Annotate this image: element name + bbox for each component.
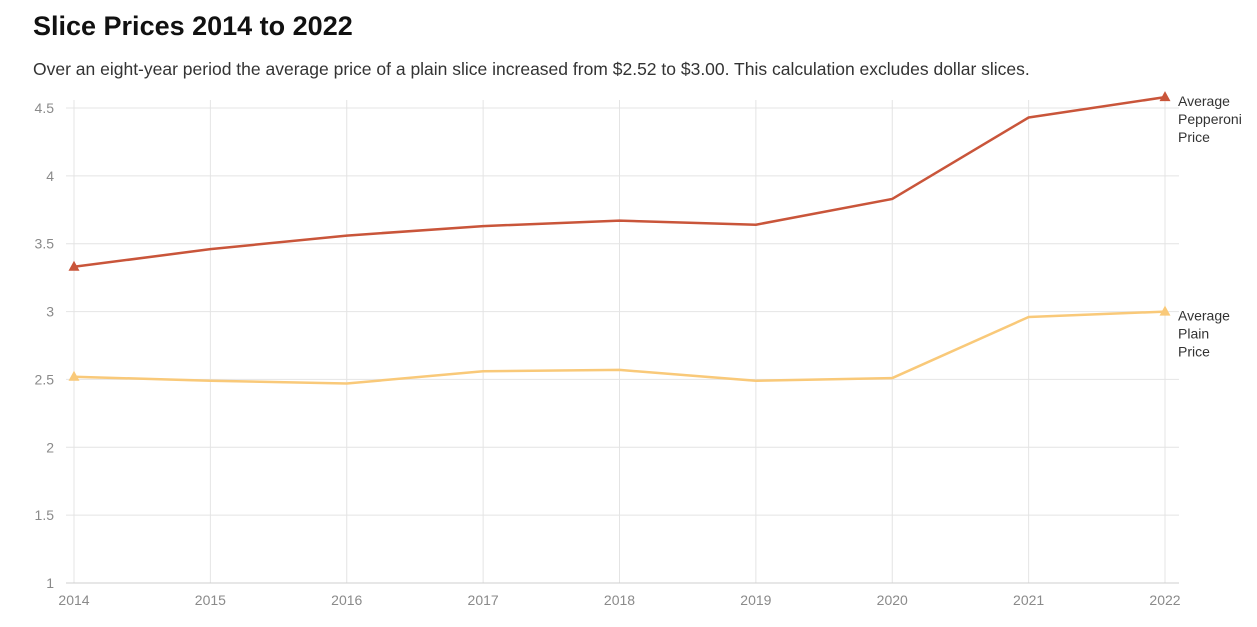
axis-labels: 1 1.5 2 2.5 3 3.5 4 4.5 2014 2015 2016 2017 2018 2019… (35, 100, 1181, 608)
series-label: Average Plain Price (1178, 308, 1230, 360)
chart-title: Slice Prices 2014 to 2022 (33, 11, 353, 41)
x-tick-label: 2021 (1013, 592, 1044, 608)
series-marker (68, 370, 80, 381)
series-label: Average Pepperoni Price (1178, 93, 1242, 145)
series-line (73, 95, 1166, 269)
series-label-line: Price (1178, 344, 1210, 360)
x-tick-label: 2015 (195, 592, 226, 608)
y-tick-label: 2 (46, 439, 54, 455)
grid-lines (66, 100, 1179, 584)
x-tick-label: 2018 (604, 592, 635, 608)
series-label-line: Average (1178, 308, 1230, 324)
series-label-line: Plain (1178, 326, 1209, 342)
y-tick-label: 4 (46, 168, 54, 184)
series-marker (1159, 91, 1171, 102)
series-label-line: Price (1178, 129, 1210, 145)
series-marker (68, 260, 80, 271)
series-label-line: Pepperoni (1178, 111, 1242, 127)
series-lines (68, 91, 1171, 385)
x-tick-label: 2014 (58, 592, 89, 608)
x-tick-label: 2019 (740, 592, 771, 608)
series-line (73, 310, 1166, 385)
y-tick-label: 1.5 (35, 507, 55, 523)
x-tick-label: 2016 (331, 592, 362, 608)
series-marker (1159, 305, 1171, 316)
x-tick-label: 2020 (877, 592, 908, 608)
y-tick-label: 3 (46, 304, 54, 320)
y-tick-label: 3.5 (35, 236, 55, 252)
chart-subtitle: Over an eight-year period the average pr… (33, 59, 1030, 79)
x-tick-label: 2017 (468, 592, 499, 608)
y-tick-label: 4.5 (35, 100, 55, 116)
series-label-line: Average (1178, 93, 1230, 109)
y-tick-label: 2.5 (35, 371, 55, 387)
x-tick-label: 2022 (1149, 592, 1180, 608)
series-labels: Average Pepperoni Price Average Plain Price (1178, 93, 1242, 359)
y-tick-label: 1 (46, 575, 54, 591)
